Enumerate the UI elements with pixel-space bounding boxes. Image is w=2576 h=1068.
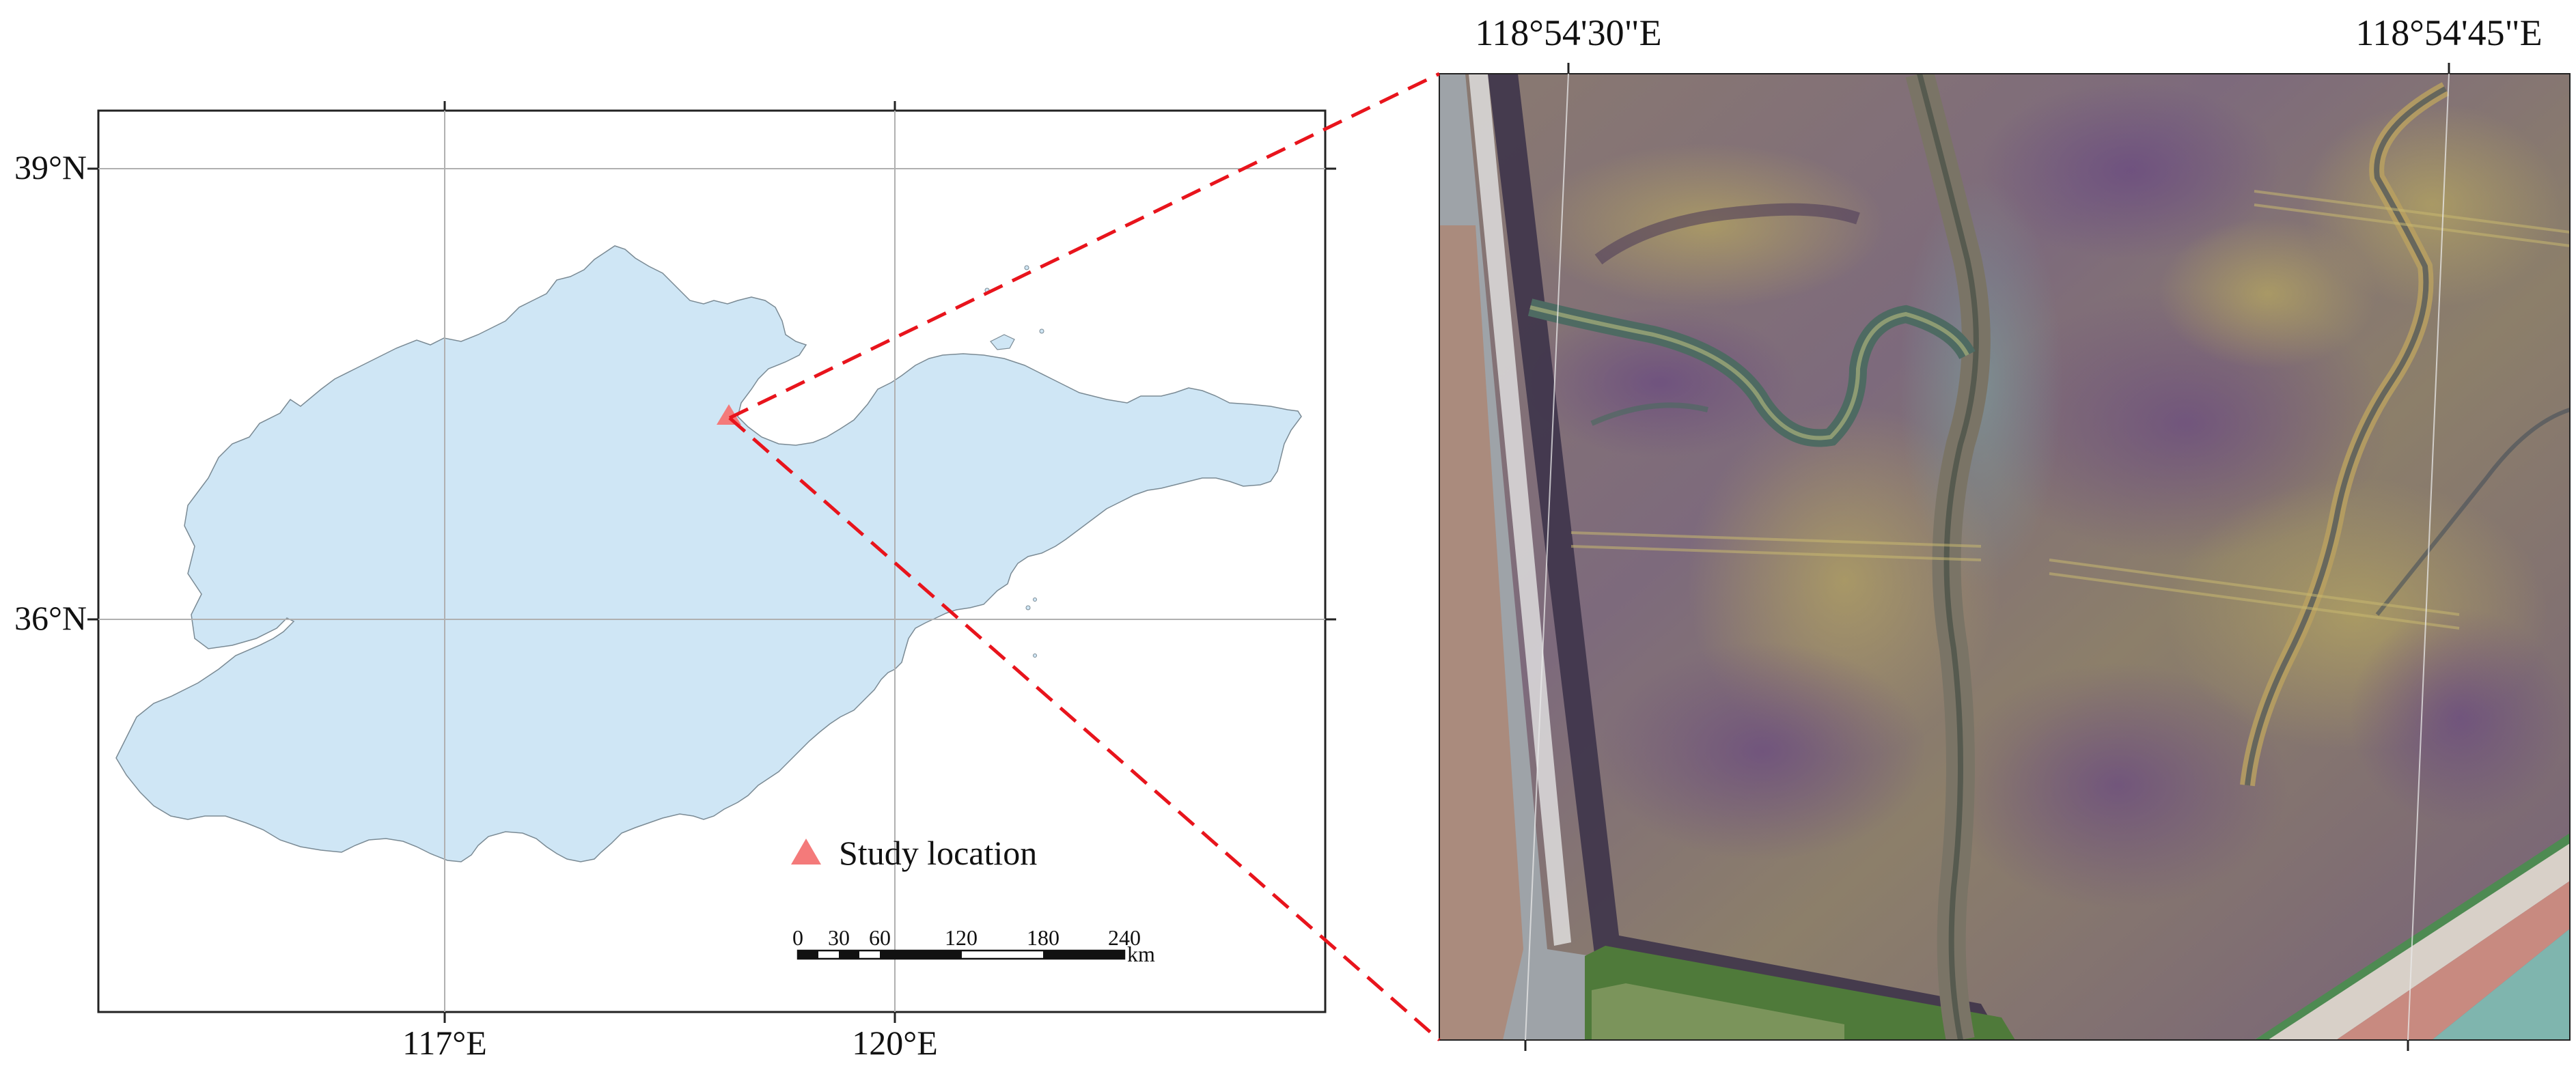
island [1024,265,1029,270]
scale-seg [1043,951,1124,959]
meridian-line [2407,73,2450,1041]
legend-label: Study location [839,834,1037,872]
legend: Study location [791,834,1037,872]
scale-tick-30: 30 [828,925,850,950]
aerial-frame [1439,73,2571,1041]
island [1033,598,1037,602]
meridian-line [1525,73,1569,1041]
connector-top [728,72,1441,420]
lat-label-39n: 39°N [14,148,87,186]
aerial-lon-label-right: 118°54'45"E [2355,12,2542,53]
scale-seg [839,951,859,959]
land-shape [115,245,1302,862]
scale-tick-120: 120 [945,925,978,950]
graticule [98,111,1325,1012]
scale-unit: km [1127,942,1155,966]
scale-bar: 0 30 60 120 180 240 km [792,925,1155,966]
island [1039,328,1044,334]
legend-triangle-icon [791,839,821,865]
connector-bottom [728,417,1441,1041]
island [1025,605,1031,610]
island [990,334,1015,350]
study-location-marker [717,404,741,425]
left-map: 39°N 36°N 117°E 120°E Study location 0 3… [14,101,1336,1062]
aerial-image: 118°54'30"E 118°54'45"E [1439,12,2571,1051]
scale-tick-180: 180 [1027,925,1060,950]
scale-tick-0: 0 [792,925,803,950]
scale-tick-240: 240 [1108,925,1141,950]
connector-lines [728,72,1441,1041]
aerial-lon-label-left: 118°54'30"E [1475,12,1661,53]
lon-label-117e: 117°E [402,1024,487,1062]
scale-tick-60: 60 [869,925,891,950]
lat-label-36n: 36°N [14,599,87,637]
lon-label-120e: 120°E [852,1024,938,1062]
scale-seg [798,951,818,959]
scale-seg [880,951,962,959]
island [1033,654,1037,658]
sea-water [2432,929,2570,1040]
frame-ticks [87,101,1336,1023]
